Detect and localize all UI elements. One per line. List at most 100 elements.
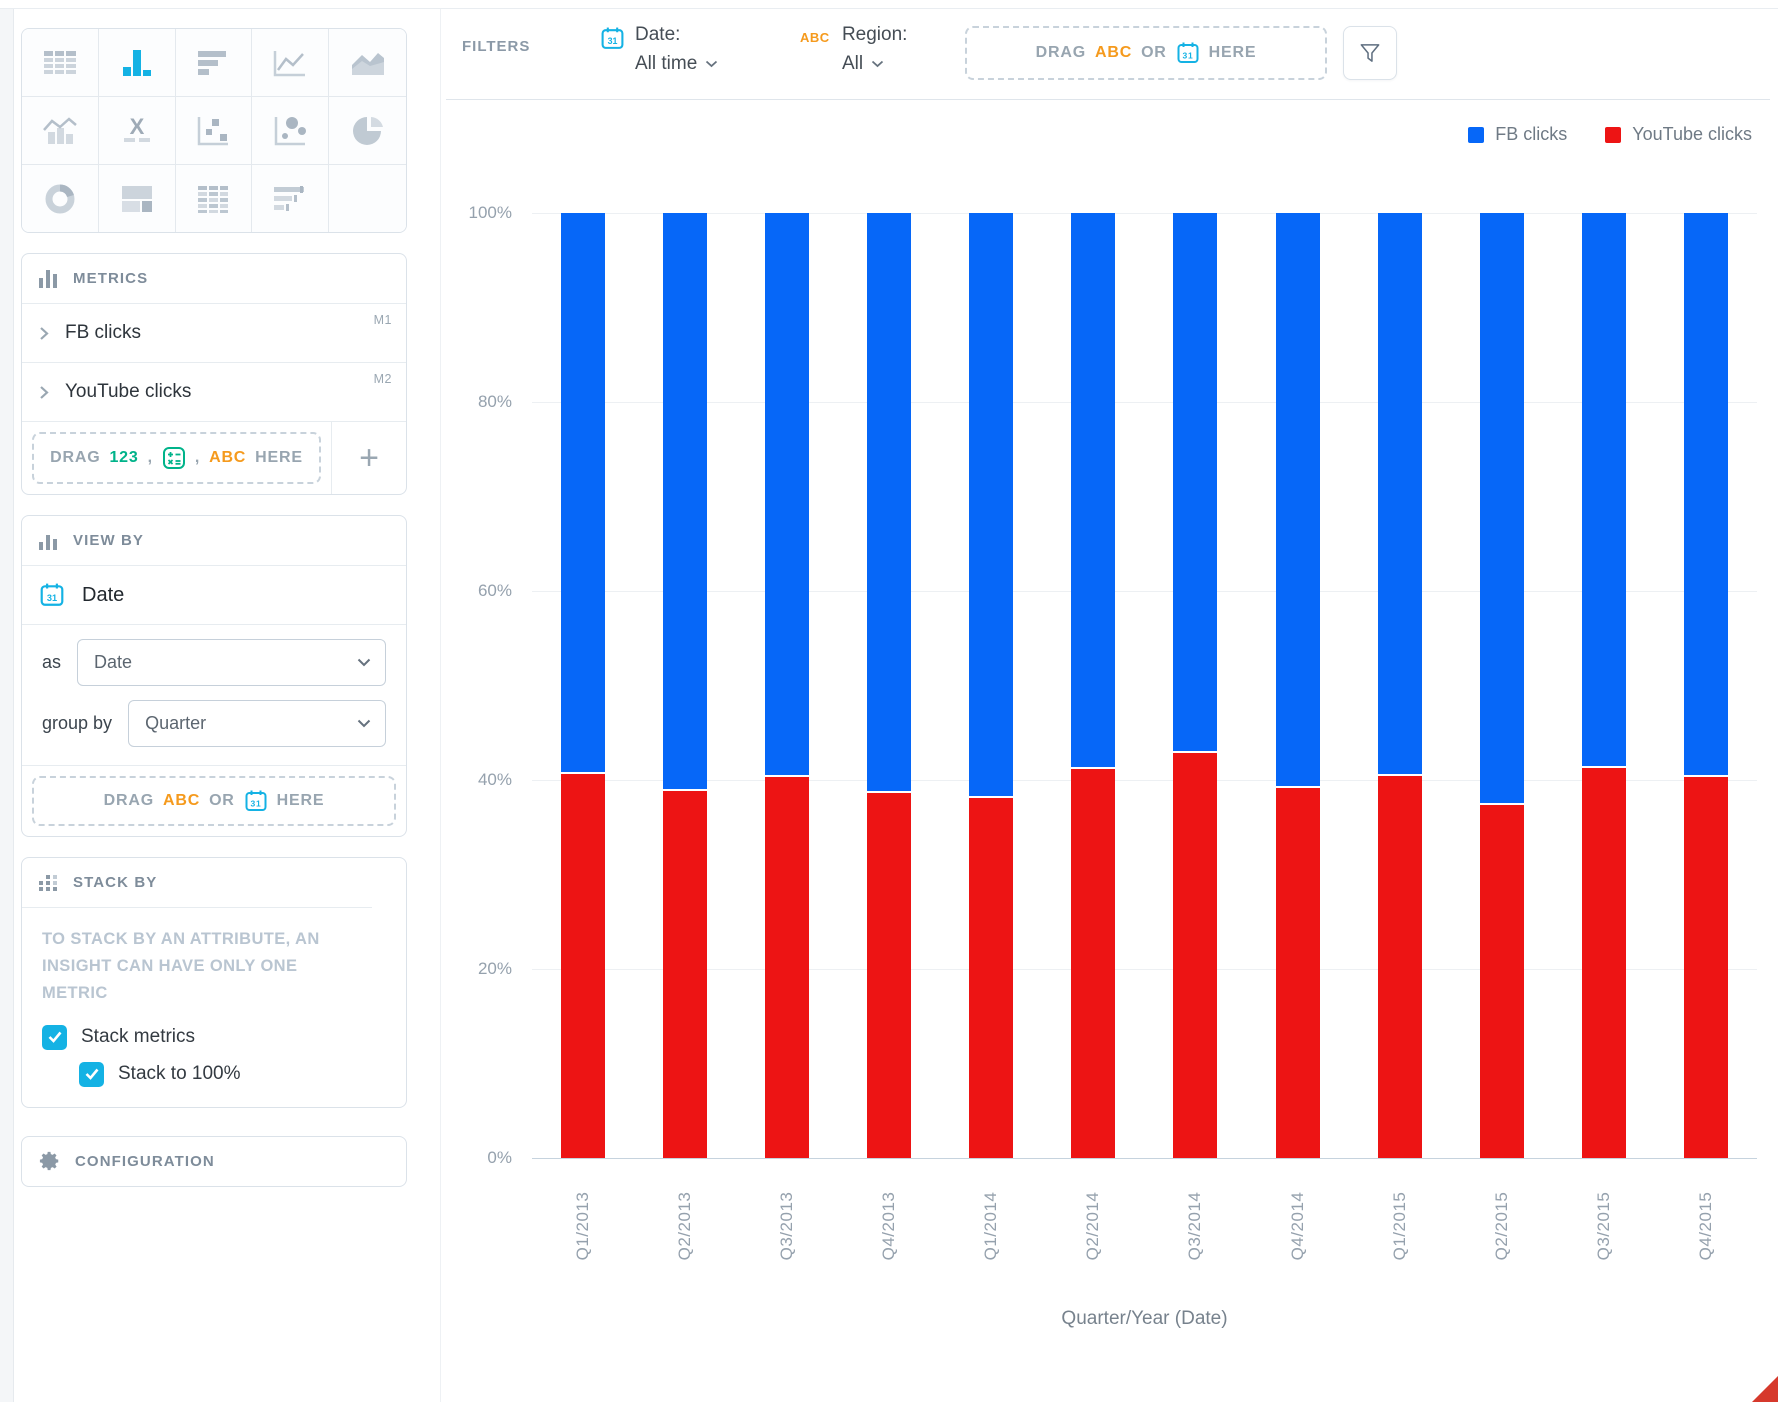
view-by-attribute-date[interactable]: 31 Date [22, 565, 406, 624]
bar-Q4/2015[interactable]: Q4/2015 [1683, 213, 1728, 1260]
region-filter-value-row[interactable]: All [800, 53, 907, 75]
viz-type-line-chart[interactable] [252, 29, 330, 97]
chevron-right-icon[interactable] [39, 385, 49, 400]
segment-YouTube clicks[interactable] [1275, 785, 1320, 1158]
viz-type-bubble-chart[interactable] [252, 97, 330, 165]
bar-Q2/2014[interactable]: Q2/2014 [1071, 213, 1116, 1260]
segment-FB clicks[interactable] [867, 213, 912, 792]
x-axis-tick-label: Q3/2015 [1593, 1191, 1613, 1261]
corner-logo [1752, 1376, 1778, 1402]
viz-type-scatter-plot[interactable] [175, 97, 253, 165]
segment-FB clicks[interactable] [969, 213, 1014, 797]
as-select[interactable]: Date [77, 639, 386, 686]
calendar-icon: 31 [40, 583, 64, 606]
viz-type-headline[interactable]: X [98, 97, 176, 165]
viz-type-area-chart[interactable] [329, 29, 406, 97]
numeric-token: 123 [109, 449, 139, 466]
viz-type-treemap[interactable] [98, 165, 176, 232]
bar-Q1/2015[interactable]: Q1/2015 [1377, 213, 1422, 1260]
gridline-60 [532, 591, 1757, 592]
add-metric-button[interactable]: + [331, 422, 406, 494]
segment-YouTube clicks[interactable] [969, 796, 1014, 1158]
date-filter-value-row[interactable]: All time [635, 53, 718, 75]
segment-YouTube clicks[interactable] [1581, 765, 1626, 1158]
comma: , [147, 449, 153, 466]
bar-Q1/2013[interactable]: Q1/2013 [561, 213, 605, 1260]
viz-type-table[interactable] [22, 29, 99, 97]
group-by-label: group by [42, 713, 113, 733]
stack-to-100-checkbox-row[interactable]: Stack to 100% [22, 1059, 406, 1107]
viz-type-bar-chart[interactable] [175, 29, 253, 97]
view-by-drop-zone[interactable]: DRAG ABC OR 31 HERE [32, 776, 396, 826]
svg-text:31: 31 [250, 799, 261, 809]
segment-YouTube clicks[interactable] [1683, 775, 1728, 1158]
viz-type-heatmap[interactable] [175, 165, 253, 232]
date-filter[interactable]: 31 Date: All time [600, 24, 718, 75]
segment-FB clicks[interactable] [1275, 213, 1320, 786]
segment-YouTube clicks[interactable] [561, 772, 605, 1158]
scatter-plot-icon [198, 116, 229, 145]
metric-item-youtube-clicks[interactable]: YouTube clicks M2 [22, 362, 406, 421]
segment-FB clicks[interactable] [1683, 213, 1728, 776]
segment-YouTube clicks[interactable] [867, 791, 912, 1158]
bar-Q4/2014[interactable]: Q4/2014 [1275, 213, 1320, 1260]
stack-to-100-checkbox[interactable] [79, 1061, 104, 1087]
segment-YouTube clicks[interactable] [1071, 766, 1116, 1158]
bar-Q3/2014[interactable]: Q3/2014 [1173, 213, 1218, 1260]
region-filter-name: Region: [841, 24, 908, 45]
legend-item-FB clicks[interactable]: FB clicks [1468, 124, 1567, 145]
segment-YouTube clicks[interactable] [765, 775, 810, 1158]
metrics-panel: METRICS FB clicks M1 YouTube clicks M2 D… [21, 253, 407, 495]
segment-FB clicks[interactable] [1071, 213, 1116, 767]
viz-type-donut-chart[interactable] [22, 165, 99, 232]
configuration-panel-header[interactable]: CONFIGURATION [22, 1137, 406, 1186]
bar-Q2/2013[interactable]: Q2/2013 [663, 213, 708, 1260]
drop-text-here: HERE [255, 449, 303, 466]
x-axis-title: Quarter/Year (Date) [1061, 1308, 1228, 1329]
segment-FB clicks[interactable] [1173, 213, 1218, 751]
date-filter-text: Date: All time [635, 24, 718, 75]
bar-Q4/2013[interactable]: Q4/2013 [867, 213, 912, 1260]
gridline-40 [532, 780, 1757, 781]
segment-FB clicks[interactable] [765, 213, 810, 776]
metric-item-fb-clicks[interactable]: FB clicks M1 [22, 303, 406, 362]
segment-YouTube clicks[interactable] [1377, 774, 1422, 1158]
segment-FB clicks[interactable] [561, 213, 605, 773]
metrics-drop-zone[interactable]: DRAG 123 , , ABC HERE [32, 432, 321, 484]
region-filter[interactable]: ABC Region: All [800, 24, 907, 75]
segment-YouTube clicks[interactable] [663, 789, 708, 1158]
bar-Q1/2014[interactable]: Q1/2014 [969, 213, 1014, 1260]
segment-FB clicks[interactable] [1479, 213, 1524, 803]
segment-YouTube clicks[interactable] [1173, 750, 1218, 1158]
date-filter-name: Date: [635, 24, 681, 45]
bubble-chart-icon [275, 116, 307, 145]
drop-text-drag: DRAG [50, 449, 101, 466]
stack-metrics-checkbox-row[interactable]: Stack metrics [22, 1016, 406, 1059]
segment-FB clicks[interactable] [663, 213, 708, 790]
metrics-panel-header: METRICS [22, 254, 406, 303]
y-axis-tick-label: 80% [477, 392, 512, 411]
x-axis-tick-label: Q1/2013 [573, 1191, 592, 1261]
chevron-right-icon[interactable] [39, 326, 49, 341]
viz-type-bullet-chart[interactable] [252, 165, 330, 232]
segment-YouTube clicks[interactable] [1479, 802, 1524, 1158]
group-by-row: group by Quarter [42, 700, 386, 747]
filter-drop-zone[interactable]: DRAG ABC OR 31 HERE [965, 26, 1327, 80]
bar-Q3/2013[interactable]: Q3/2013 [765, 213, 810, 1260]
stack-metrics-checkbox[interactable] [42, 1024, 67, 1050]
bar-Q3/2015[interactable]: Q3/2015 [1581, 213, 1626, 1260]
main-area: FILTERS 31 Date: All time [446, 0, 1778, 1402]
viz-type-column-chart-selected[interactable] [98, 29, 176, 97]
column-chart-icon [122, 49, 151, 76]
segment-FB clicks[interactable] [1377, 213, 1422, 775]
chevron-down-icon [357, 658, 371, 667]
filter-funnel-button[interactable] [1343, 26, 1397, 80]
viz-type-combo-chart[interactable] [22, 97, 99, 165]
line-chart-icon [274, 50, 306, 76]
bar-Q2/2015[interactable]: Q2/2015 [1479, 213, 1524, 1260]
legend-item-YouTube clicks[interactable]: YouTube clicks [1605, 124, 1752, 145]
viz-type-pie-chart[interactable] [329, 97, 406, 165]
segment-FB clicks[interactable] [1581, 213, 1626, 766]
group-by-select[interactable]: Quarter [128, 700, 386, 747]
legend-label: FB clicks [1495, 124, 1568, 144]
